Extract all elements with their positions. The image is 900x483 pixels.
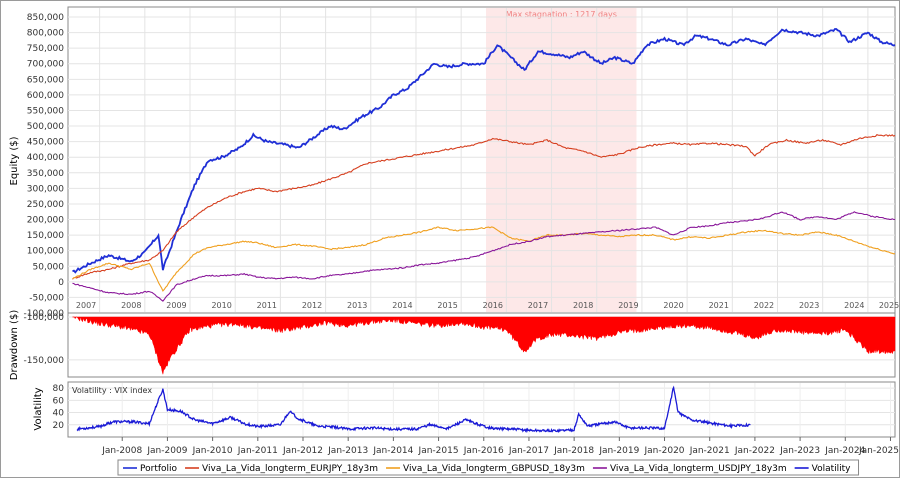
equity-y-tick: 100,000	[27, 247, 64, 257]
volatility-x-tick: Jan-2016	[463, 446, 504, 456]
equity-year-label: 2013	[347, 301, 367, 310]
volatility-x-tick: Jan-2015	[418, 446, 459, 456]
equity-y-tick: 400,000	[27, 153, 64, 163]
equity-year-label: 2018	[573, 301, 593, 310]
equity-year-label: 2017	[528, 301, 548, 310]
equity-year-label: 2015	[437, 301, 457, 310]
equity-y-tick: 450,000	[27, 138, 64, 148]
volatility-series	[76, 385, 751, 434]
equity-y-tick: 0	[58, 278, 64, 288]
volatility-x-tick: Jan-2009	[146, 446, 187, 456]
volatility-x-tick: Jan-2021	[689, 446, 730, 456]
equity-year-labels: 2007 2008 2009 2010 2011 2012 2013 2014 2015 2016…	[76, 301, 899, 310]
equity-year-label: 2022	[754, 301, 774, 310]
equity-year-label: 2025	[879, 301, 899, 310]
equity-y-tick: -100,000	[24, 309, 65, 319]
equity-year-label: 2021	[709, 301, 729, 310]
equity-series-line	[72, 226, 895, 292]
volatility-y-tick: 60	[53, 396, 65, 406]
legend-label: Viva_La_Vida_longterm_USDJPY_18y3m	[610, 464, 787, 474]
drawdown-y-tick: -100,000	[24, 313, 65, 323]
drawdown-panel: -100,000 -150,000 Drawdown ($)	[9, 310, 896, 381]
volatility-x-tick: Jan-2010	[192, 446, 233, 456]
volatility-x-tick: Jan-2025	[858, 446, 899, 456]
equity-year-label: 2023	[799, 301, 819, 310]
equity-y-tick: 350,000	[27, 169, 64, 179]
volatility-x-tick: Jan-2020	[644, 446, 685, 456]
volatility-x-tick: Jan-2022	[734, 446, 775, 456]
equity-y-tick: 650,000	[27, 75, 64, 85]
drawdown-series	[72, 316, 896, 375]
volatility-x-tick: Jan-2014	[372, 446, 413, 456]
equity-year-label: 2008	[121, 301, 141, 310]
equity-y-tick: 500,000	[27, 122, 64, 132]
drawdown-y-ticks: -100,000 -150,000	[24, 313, 65, 366]
volatility-panel: Volatility : VIX index 80 60 40 20 Jan-2008…	[33, 381, 899, 456]
legend-label: Viva_La_Vida_longterm_GBPUSD_18y3m	[403, 464, 585, 474]
equity-year-label: 2009	[166, 301, 186, 310]
volatility-annotation: Volatility : VIX index	[72, 386, 152, 395]
equity-y-tick: 750,000	[27, 44, 64, 54]
equity-year-label: 2014	[392, 301, 412, 310]
stagnation-annotation: Max stagnation : 1217 days	[506, 10, 617, 19]
equity-series-line	[72, 134, 896, 280]
volatility-x-tick: Jan-2024	[824, 446, 865, 456]
equity-y-tick: 200,000	[27, 216, 64, 226]
volatility-y-tick: 80	[53, 384, 65, 394]
equity-year-label: 2019	[618, 301, 638, 310]
equity-year-label: 2012	[302, 301, 322, 310]
volatility-x-tick: Jan-2011	[237, 446, 278, 456]
equity-y-tick: 250,000	[27, 200, 64, 210]
equity-plot-area	[67, 6, 896, 314]
legend-box	[117, 459, 860, 476]
volatility-x-tick: Jan-2023	[779, 446, 820, 456]
volatility-y-tick: 20	[53, 421, 65, 431]
equity-series-line	[72, 211, 895, 302]
volatility-x-tick: Jan-2018	[553, 446, 594, 456]
volatility-line	[76, 385, 751, 434]
volatility-y-axis-label: Volatility	[33, 387, 44, 430]
legend-label: Portfolio	[140, 464, 178, 474]
volatility-x-ticks: Jan-2008 Jan-2009 Jan-2010 Jan-2011 Jan-2012…	[101, 437, 899, 456]
volatility-plot-area	[67, 381, 896, 438]
equity-year-label: 2010	[211, 301, 231, 310]
equity-y-tick: 550,000	[27, 106, 64, 116]
equity-y-ticks: 850,000 800,000 750,000 700,000 650,000 600,0…	[24, 13, 65, 319]
equity-series-line	[72, 28, 896, 274]
equity-year-label: 2024	[844, 301, 864, 310]
drawdown-y-axis-label: Drawdown ($)	[9, 310, 20, 381]
equity-year-label: 2011	[257, 301, 277, 310]
drawdown-area	[72, 316, 896, 375]
volatility-y-tick: 40	[53, 409, 65, 419]
volatility-x-tick: Jan-2012	[282, 446, 323, 456]
equity-year-label: 2020	[663, 301, 683, 310]
volatility-x-tick: Jan-2008	[101, 446, 142, 456]
equity-panel: Max stagnation : 1217 days 850,000 800,00…	[9, 6, 899, 319]
equity-y-axis-label: Equity ($)	[9, 136, 20, 185]
equity-y-tick: 150,000	[27, 231, 64, 241]
volatility-y-ticks: 80 60 40 20	[53, 384, 65, 431]
legend-label: Viva_La_Vida_longterm_EURJPY_18y3m	[202, 464, 378, 474]
volatility-x-tick: Jan-2017	[508, 446, 549, 456]
legend-label: Volatility	[812, 464, 852, 474]
legend: Portfolio Viva_La_Vida_longterm_EURJPY_18…	[117, 459, 860, 476]
equity-series	[72, 28, 896, 302]
equity-y-tick: 800,000	[27, 29, 64, 39]
equity-y-tick: 600,000	[27, 91, 64, 101]
equity-y-tick: -50,000	[29, 293, 64, 303]
equity-year-label: 2007	[76, 301, 96, 310]
equity-y-tick: 300,000	[27, 184, 64, 194]
drawdown-y-tick: -150,000	[24, 356, 65, 366]
volatility-x-tick: Jan-2013	[327, 446, 368, 456]
equity-y-tick: 50,000	[33, 262, 65, 272]
volatility-x-tick: Jan-2019	[598, 446, 639, 456]
equity-y-tick: 850,000	[27, 13, 64, 23]
equity-y-tick: 700,000	[27, 60, 64, 70]
equity-year-label: 2016	[483, 301, 503, 310]
